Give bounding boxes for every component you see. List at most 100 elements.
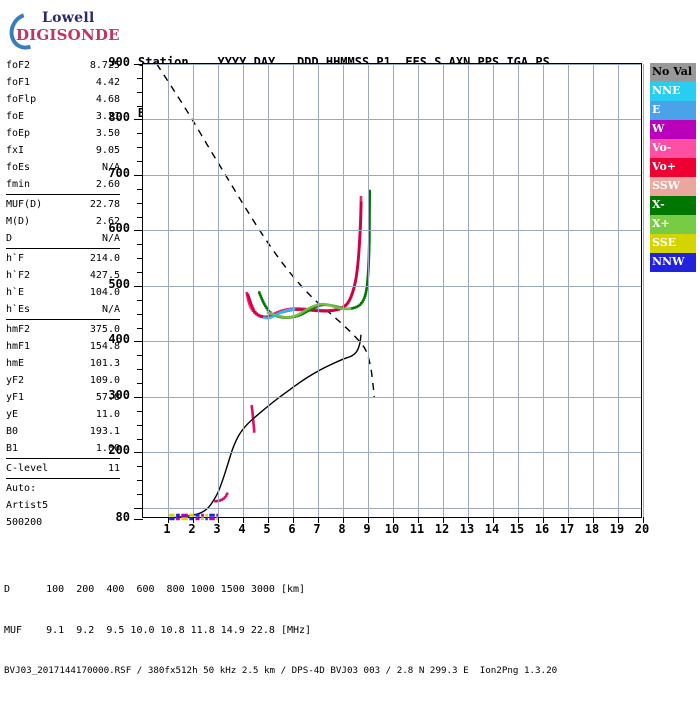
legend-item-label: X+: [652, 217, 670, 230]
y-axis-label: 400: [108, 332, 130, 346]
gridline-horizontal: [143, 230, 641, 231]
lowell-digisonde-logo: Lowell DIGISONDE: [8, 8, 120, 48]
legend-item-label: NNW: [652, 255, 684, 268]
gridline-vertical: [568, 64, 569, 517]
gridline-vertical: [593, 64, 594, 517]
y-axis-tick: [137, 203, 143, 204]
logo-lowell-text: Lowell: [42, 10, 95, 26]
y-axis-tick: [137, 78, 143, 79]
ionogram-plot-area: [142, 63, 642, 518]
y-axis-tick: [137, 244, 143, 245]
gridline-vertical: [468, 64, 469, 517]
legend-item-nnw[interactable]: NNW: [650, 253, 696, 272]
y-axis-tick: [134, 519, 143, 520]
gridline-horizontal: [143, 452, 641, 453]
y-axis-tick: [137, 272, 143, 273]
y-axis-tick: [134, 397, 143, 398]
x-axis-label: 13: [455, 522, 479, 536]
x-axis-label: 17: [555, 522, 579, 536]
y-axis-labels: 200 300 400 500 600 700 800 900 80: [0, 63, 140, 519]
footer-distance-row: D 100 200 400 600 800 1000 1500 3000 [km…: [4, 583, 698, 597]
trace-e-layer-trace: [214, 492, 228, 502]
y-axis-tick: [137, 133, 143, 134]
legend-item-noval[interactable]: No Val: [650, 63, 696, 82]
trace-o-trace-red: [247, 202, 363, 319]
y-axis-tick: [134, 452, 143, 453]
y-axis-tick: [137, 189, 143, 190]
y-axis-tick: [137, 106, 143, 107]
legend-item-x[interactable]: X+: [650, 215, 696, 234]
x-axis-label: 12: [430, 522, 454, 536]
gridline-vertical: [543, 64, 544, 517]
gridline-horizontal: [143, 508, 641, 509]
x-axis-label: 18: [580, 522, 604, 536]
legend-item-label: W: [652, 122, 664, 135]
gridline-vertical: [418, 64, 419, 517]
legend-item-label: SSW: [652, 179, 680, 192]
x-axis-label: 11: [405, 522, 429, 536]
legend-item-ssw[interactable]: SSW: [650, 177, 696, 196]
gridline-vertical: [518, 64, 519, 517]
legend-item-x[interactable]: X-: [650, 196, 696, 215]
gridline-vertical: [443, 64, 444, 517]
legend-item-label: Vo-: [652, 141, 671, 154]
x-axis-label: 15: [505, 522, 529, 536]
legend-item-label: Vo+: [652, 160, 676, 173]
y-axis-tick: [137, 480, 143, 481]
x-axis-label: 7: [305, 522, 329, 536]
ionogram-page: Lowell DIGISONDE Station YYYY DAY DDD HH…: [0, 0, 700, 600]
y-axis-tick: [137, 383, 143, 384]
y-axis-label: 900: [108, 55, 130, 69]
gridline-vertical: [293, 64, 294, 517]
x-axis-label: 8: [330, 522, 354, 536]
y-axis-label: 300: [108, 388, 130, 402]
gridline-vertical: [368, 64, 369, 517]
x-axis-label: 6: [280, 522, 304, 536]
y-axis-tick: [137, 314, 143, 315]
y-axis-label: 700: [108, 166, 130, 180]
y-axis-tick: [137, 425, 143, 426]
y-axis-tick: [134, 230, 143, 231]
legend-item-nne[interactable]: NNE: [650, 82, 696, 101]
gridline-horizontal: [143, 341, 641, 342]
x-axis-labels: 1 2 3 4 5 6 7 8 9 10 11 12 13 14 15 16 17 18 19 20: [142, 522, 642, 542]
y-axis-tick: [134, 341, 143, 342]
gridline-horizontal: [143, 64, 641, 65]
gridline-horizontal: [143, 286, 641, 287]
y-axis-label: 800: [108, 110, 130, 124]
gridline-vertical: [243, 64, 244, 517]
y-axis-tick: [137, 466, 143, 467]
x-axis-label: 20: [630, 522, 654, 536]
x-axis-label: 5: [255, 522, 279, 536]
trace-electron-density-profile: [171, 335, 362, 518]
x-axis-label: 16: [530, 522, 554, 536]
polarization-legend: No Val NNE E W Vo- Vo+ SSW X- X+ SSE NNW: [650, 63, 696, 272]
y-axis-tick: [137, 328, 143, 329]
y-axis-tick: [137, 217, 143, 218]
gridline-vertical: [493, 64, 494, 517]
gridline-horizontal: [143, 397, 641, 398]
y-axis-tick: [137, 147, 143, 148]
gridline-vertical: [618, 64, 619, 517]
gridline-vertical: [393, 64, 394, 517]
y-axis-label: 500: [108, 277, 130, 291]
legend-item-w[interactable]: W: [650, 120, 696, 139]
x-axis-label: 19: [605, 522, 629, 536]
legend-item-label: No Val: [652, 65, 692, 78]
y-axis-label: 80: [116, 510, 130, 524]
gridline-vertical: [318, 64, 319, 517]
y-axis-tick: [137, 300, 143, 301]
gridline-horizontal: [143, 119, 641, 120]
y-axis-tick: [137, 411, 143, 412]
x-axis-label: 1: [155, 522, 179, 536]
gridline-vertical: [168, 64, 169, 517]
gridline-vertical: [193, 64, 194, 517]
legend-item-vo[interactable]: Vo+: [650, 158, 696, 177]
legend-item-e[interactable]: E: [650, 101, 696, 120]
y-axis-tick: [137, 494, 143, 495]
legend-item-vo[interactable]: Vo-: [650, 139, 696, 158]
legend-item-sse[interactable]: SSE: [650, 234, 696, 253]
y-axis-label: 600: [108, 221, 130, 235]
gridline-vertical: [343, 64, 344, 517]
y-axis-tick: [137, 439, 143, 440]
